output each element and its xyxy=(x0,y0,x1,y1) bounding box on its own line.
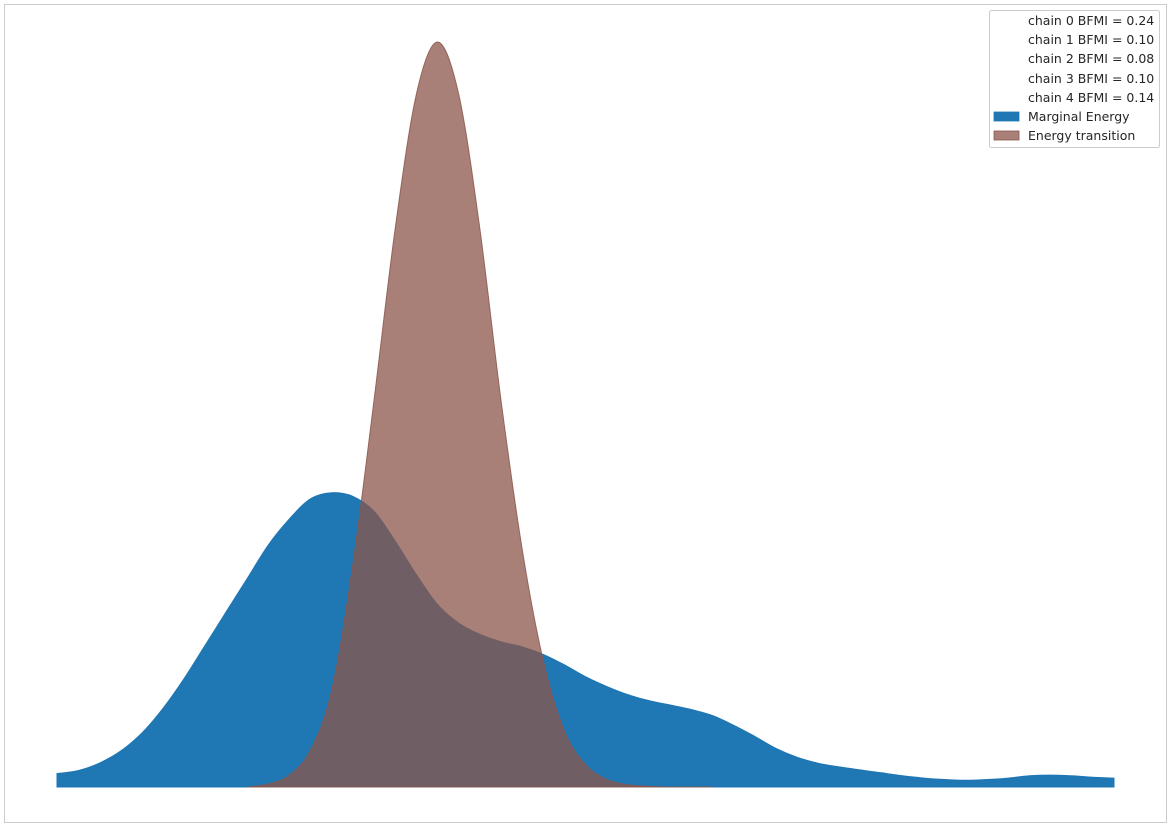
area-series-energy-transition xyxy=(247,41,713,788)
legend-frame xyxy=(989,10,1160,148)
area-layer xyxy=(56,41,1115,788)
legend-bfmi-chain-4: chain 4 BFMI = 0.14 xyxy=(1028,90,1154,105)
legend-bfmi-chain-0: chain 0 BFMI = 0.24 xyxy=(1028,13,1154,28)
legend-bfmi-chain-2: chain 2 BFMI = 0.08 xyxy=(1028,51,1154,66)
legend-bfmi-chain-1: chain 1 BFMI = 0.10 xyxy=(1028,32,1154,47)
legend-swatch-energy-transition xyxy=(993,130,1020,141)
legend-label-marginal-energy: Marginal Energy xyxy=(1028,109,1130,124)
legend-bfmi-chain-3: chain 3 BFMI = 0.10 xyxy=(1028,71,1154,86)
area-series-marginal-energy xyxy=(56,492,1115,788)
legend-label-energy-transition: Energy transition xyxy=(1028,128,1135,143)
legend: chain 0 BFMI = 0.24 chain 1 BFMI = 0.10 … xyxy=(989,10,1160,148)
legend-swatch-marginal-energy xyxy=(993,111,1020,122)
